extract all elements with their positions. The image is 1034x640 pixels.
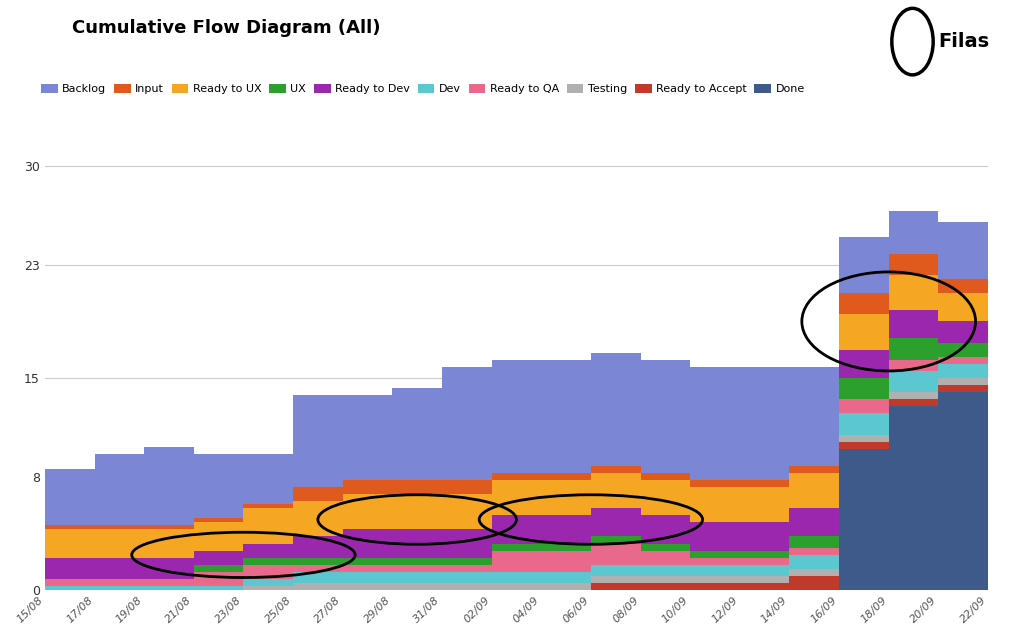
Text: Filas: Filas [939,32,990,51]
Text: Cumulative Flow Diagram (All): Cumulative Flow Diagram (All) [72,19,381,37]
Legend: Backlog, Input, Ready to UX, UX, Ready to Dev, Dev, Ready to QA, Testing, Ready : Backlog, Input, Ready to UX, UX, Ready t… [41,84,804,94]
